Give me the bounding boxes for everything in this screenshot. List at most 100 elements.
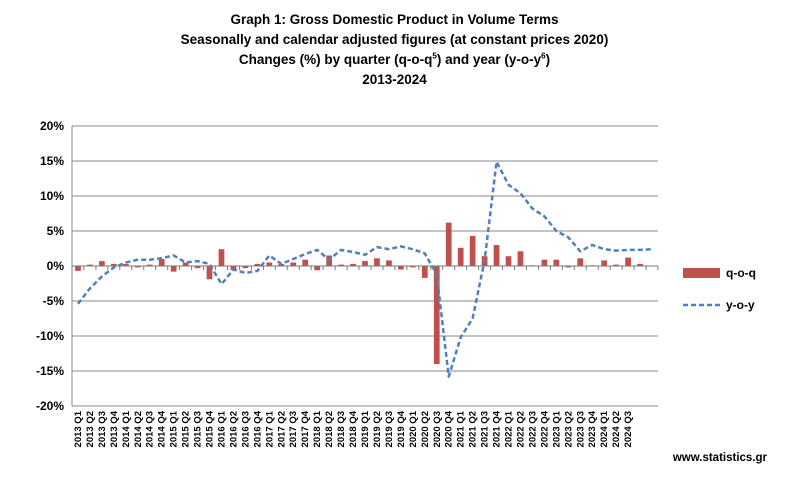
q-o-q-bar bbox=[445, 222, 452, 266]
x-tick-label: 2019 Q2 bbox=[372, 411, 383, 447]
y-o-y-line-layer bbox=[76, 160, 653, 378]
chart-title-line-1: Graph 1: Gross Domestic Product in Volum… bbox=[230, 12, 559, 27]
x-tick-label: 2018 Q4 bbox=[348, 410, 359, 447]
x-tick-label: 2017 Q2 bbox=[276, 411, 287, 447]
x-tick-label: 2024 Q3 bbox=[623, 411, 634, 447]
q-o-q-bar bbox=[350, 263, 356, 266]
x-axis-tick-labels: 2013 Q1 2013 Q2 2013 Q3 2013 Q4 2014 Q1 2014 … bbox=[73, 410, 634, 447]
q-o-q-bar bbox=[541, 259, 548, 266]
x-tick-label: 2022 Q3 bbox=[527, 411, 538, 447]
q-o-q-bar bbox=[134, 266, 141, 268]
legend-label-q-o-q: q-o-q bbox=[726, 266, 756, 280]
chart-title-block: Graph 1: Gross Domestic Product in Volum… bbox=[0, 10, 789, 90]
q-o-q-bar bbox=[218, 249, 225, 266]
axes bbox=[71, 126, 659, 406]
legend-label-y-o-y: y-o-y bbox=[726, 298, 755, 312]
x-tick-label: 2014 Q4 bbox=[157, 410, 168, 447]
q-o-q-bar bbox=[170, 266, 177, 272]
x-tick-label: 2016 Q1 bbox=[216, 410, 227, 447]
title-footnote-6: 6 bbox=[541, 51, 546, 61]
title-line-3-part-c: ) bbox=[545, 52, 551, 67]
q-o-q-bar bbox=[230, 266, 237, 271]
x-tick-label: 2021 Q1 bbox=[456, 410, 467, 447]
q-o-q-bar bbox=[625, 257, 631, 266]
q-o-q-bar bbox=[517, 251, 524, 266]
q-o-q-bar bbox=[290, 262, 297, 266]
q-o-q-bar bbox=[314, 266, 321, 271]
x-tick-label: 2019 Q4 bbox=[396, 410, 407, 447]
title-line-3-part-a: Changes (%) by quarter (q-o-q bbox=[238, 52, 433, 67]
x-tick-label: 2015 Q2 bbox=[181, 411, 192, 447]
x-tick-label: 2020 Q2 bbox=[420, 411, 431, 447]
x-tick-label: 2018 Q1 bbox=[312, 410, 323, 447]
x-tick-label: 2023 Q3 bbox=[575, 411, 586, 447]
y-tick-label: 20% bbox=[40, 119, 64, 133]
q-o-q-bar bbox=[577, 258, 584, 266]
q-o-q-bar bbox=[398, 266, 404, 270]
x-tick-label: 2013 Q3 bbox=[97, 411, 108, 447]
q-o-q-bar bbox=[565, 266, 572, 268]
x-tick-label: 2024 Q2 bbox=[611, 411, 622, 447]
x-tick-label: 2016 Q2 bbox=[228, 411, 239, 447]
x-tick-label: 2014 Q1 bbox=[121, 410, 132, 447]
x-tick-label: 2023 Q2 bbox=[563, 411, 574, 447]
q-o-q-bar bbox=[122, 263, 129, 266]
x-tick-label: 2024 Q1 bbox=[599, 410, 610, 447]
x-tick-label: 2014 Q3 bbox=[145, 411, 156, 447]
x-tick-label: 2022 Q2 bbox=[515, 411, 526, 447]
x-tick-label: 2019 Q3 bbox=[384, 411, 395, 447]
q-o-q-bar bbox=[493, 245, 500, 266]
q-o-q-bar bbox=[374, 258, 380, 266]
chart-title-line-3: Changes (%) by quarter (q-o-q5) and year… bbox=[0, 50, 789, 70]
x-tick-label: 2017 Q1 bbox=[264, 410, 275, 447]
q-o-q-bar bbox=[242, 266, 249, 269]
q-o-q-bar bbox=[433, 266, 440, 364]
chart-title-line-4: 2013-2024 bbox=[362, 72, 427, 87]
q-o-q-bar bbox=[613, 264, 620, 266]
q-o-q-bar bbox=[254, 263, 261, 266]
x-tick-label: 2017 Q4 bbox=[300, 410, 311, 447]
x-tick-label: 2015 Q1 bbox=[169, 410, 180, 447]
x-tick-label: 2021 Q4 bbox=[492, 410, 503, 447]
x-tick-label: 2017 Q3 bbox=[288, 411, 299, 447]
x-tick-label: 2023 Q1 bbox=[551, 410, 562, 447]
x-tick-label: 2021 Q3 bbox=[480, 411, 491, 447]
x-tick-label: 2013 Q4 bbox=[109, 410, 120, 447]
legend-swatch-q-o-q bbox=[683, 268, 720, 278]
x-tick-label: 2022 Q4 bbox=[539, 410, 550, 447]
x-tick-label: 2016 Q3 bbox=[240, 411, 251, 447]
q-o-q-bar bbox=[99, 261, 105, 266]
x-tick-label: 2018 Q3 bbox=[336, 411, 347, 447]
q-o-q-bar bbox=[87, 264, 93, 266]
q-o-q-bar bbox=[158, 259, 165, 266]
x-tick-label: 2013 Q1 bbox=[73, 410, 84, 447]
x-tick-label: 2021 Q2 bbox=[468, 411, 479, 447]
y-axis-tick-labels: 20% 15% 10% 5% 0% -5% -10% -15% -20% bbox=[36, 119, 64, 413]
q-o-q-bar bbox=[409, 266, 416, 268]
x-tick-label: 2022 Q1 bbox=[504, 410, 515, 447]
title-footnote-5: 5 bbox=[432, 51, 437, 61]
x-tick-label: 2023 Q4 bbox=[587, 410, 598, 447]
q-o-q-bar bbox=[601, 260, 608, 266]
title-line-3-part-b: ) and year (y-o-y bbox=[436, 52, 542, 67]
q-o-q-bar bbox=[637, 263, 643, 266]
x-tick-label: 2019 Q1 bbox=[360, 410, 371, 447]
y-tick-label: -15% bbox=[36, 364, 64, 378]
y-tick-label: -5% bbox=[43, 294, 65, 308]
x-tick-label: 2015 Q4 bbox=[205, 410, 216, 447]
q-o-q-bar bbox=[206, 266, 213, 280]
q-o-q-bar bbox=[362, 261, 368, 266]
q-o-q-bar bbox=[505, 256, 512, 266]
y-tick-label: -10% bbox=[36, 329, 64, 343]
q-o-q-bars bbox=[75, 222, 643, 364]
x-tick-label: 2015 Q3 bbox=[193, 411, 204, 447]
q-o-q-bar bbox=[457, 247, 464, 266]
x-tick-label: 2020 Q3 bbox=[432, 411, 443, 447]
q-o-q-bar bbox=[266, 262, 273, 266]
y-tick-label: 5% bbox=[47, 224, 65, 238]
q-o-q-bar bbox=[194, 266, 201, 269]
x-tick-label: 2016 Q4 bbox=[252, 410, 263, 447]
q-o-q-bar bbox=[110, 263, 117, 266]
q-o-q-bar bbox=[146, 264, 153, 266]
x-tick-label: 2013 Q2 bbox=[85, 411, 96, 447]
